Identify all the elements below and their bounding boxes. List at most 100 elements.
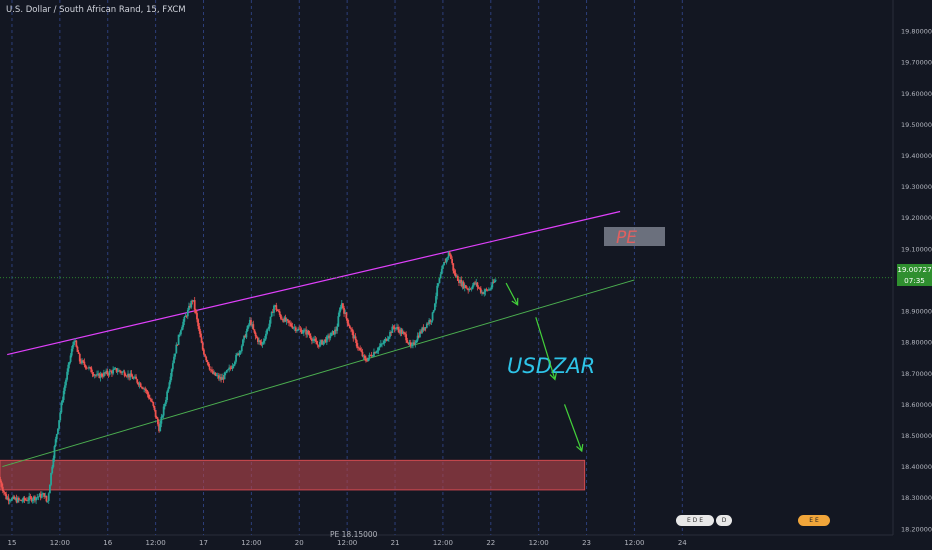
candle-body	[329, 336, 332, 339]
candle-body	[362, 355, 365, 357]
candle-body	[239, 351, 242, 352]
candle-body	[5, 494, 8, 500]
candle-body	[299, 329, 302, 330]
candle-body	[24, 499, 27, 501]
candle-body	[243, 335, 246, 340]
channel-upper-line	[7, 210, 621, 356]
candle-body	[193, 300, 196, 310]
candle-body	[40, 494, 43, 498]
candle-body	[179, 330, 182, 335]
candle-body	[215, 375, 218, 377]
candle-body	[377, 347, 380, 351]
candle-body	[59, 412, 62, 421]
candle-body	[222, 377, 225, 380]
symbol-title: U.S. Dollar / South African Rand, 15, FX…	[6, 5, 186, 15]
time-tick-label: 22	[486, 539, 495, 547]
candle-body	[424, 327, 427, 328]
candle-body	[127, 373, 129, 377]
countdown-label: 07:35	[897, 275, 932, 286]
candle-body	[485, 289, 488, 290]
candle-body	[6, 497, 9, 500]
candle-body	[43, 493, 46, 497]
candle-body	[479, 288, 482, 293]
candle-body	[240, 345, 243, 352]
candle-body	[481, 292, 483, 293]
candle-body	[170, 369, 173, 377]
candle-body	[473, 282, 475, 286]
candle-body	[3, 490, 5, 493]
candle-body	[430, 320, 433, 322]
candle-body	[224, 372, 227, 374]
candle-body	[486, 289, 489, 291]
candle-body	[189, 305, 191, 308]
event-badge-3[interactable]: E E	[798, 515, 830, 526]
candle-body	[279, 314, 282, 319]
candle-body	[28, 496, 31, 501]
candle-body	[17, 498, 20, 500]
candle-body	[487, 289, 490, 291]
candle-body	[332, 330, 335, 335]
demand-zone	[0, 459, 586, 491]
candle-body	[94, 374, 97, 376]
candle-body	[255, 336, 258, 338]
price-tick-label: 19.10000	[901, 245, 932, 253]
candle-body	[242, 339, 244, 346]
candle-body	[282, 319, 285, 322]
candle-body	[276, 309, 279, 311]
candle-body	[165, 399, 167, 404]
candle-body	[77, 351, 80, 354]
candle-body	[144, 388, 147, 390]
candle-body	[225, 370, 228, 373]
candle-body	[309, 335, 312, 339]
candle-body	[307, 330, 310, 335]
candle-body	[117, 370, 120, 372]
candle-body	[431, 312, 434, 321]
candle-body	[340, 303, 343, 308]
candle-body	[16, 498, 19, 503]
candle-body	[293, 327, 296, 328]
candle-body	[194, 309, 197, 314]
candle-body	[213, 372, 216, 374]
candle-body	[200, 337, 203, 343]
candle-body	[236, 353, 239, 356]
candle-body	[52, 458, 55, 467]
candle-body	[408, 342, 411, 345]
candle-body	[15, 498, 18, 503]
candle-body	[387, 336, 390, 340]
candle-body	[125, 376, 128, 377]
candle-body	[199, 331, 202, 338]
candle-body	[223, 372, 226, 380]
candle-body	[151, 401, 154, 403]
candle-body	[392, 326, 395, 328]
candle-body	[153, 405, 156, 411]
event-badge-1[interactable]: E D E	[676, 515, 714, 526]
candle-body	[358, 347, 360, 349]
candle-body	[209, 369, 212, 371]
candle-body	[322, 341, 325, 345]
time-tick-label: 20	[295, 539, 304, 547]
candle-body	[231, 366, 234, 369]
candle-body	[400, 329, 403, 334]
candle-body	[406, 340, 409, 343]
candle-body	[62, 390, 65, 400]
candle-body	[51, 466, 54, 473]
candle-body	[269, 316, 272, 324]
candle-body	[267, 328, 270, 330]
candle-body	[316, 344, 319, 346]
event-badge-2[interactable]: D	[716, 515, 732, 526]
candle-body	[304, 329, 306, 331]
candle-body	[347, 323, 350, 326]
candle-body	[379, 343, 382, 347]
candle-body	[42, 493, 44, 495]
candle-body	[471, 285, 474, 289]
candle-body	[435, 296, 437, 304]
candle-body	[38, 493, 41, 497]
candle-body	[421, 327, 424, 333]
candle-body	[420, 331, 422, 333]
candle-body	[181, 327, 183, 331]
candle-body	[35, 497, 38, 501]
candle-body	[135, 376, 137, 380]
forecast-arrowhead-1	[511, 297, 519, 306]
candle-body	[450, 254, 452, 259]
